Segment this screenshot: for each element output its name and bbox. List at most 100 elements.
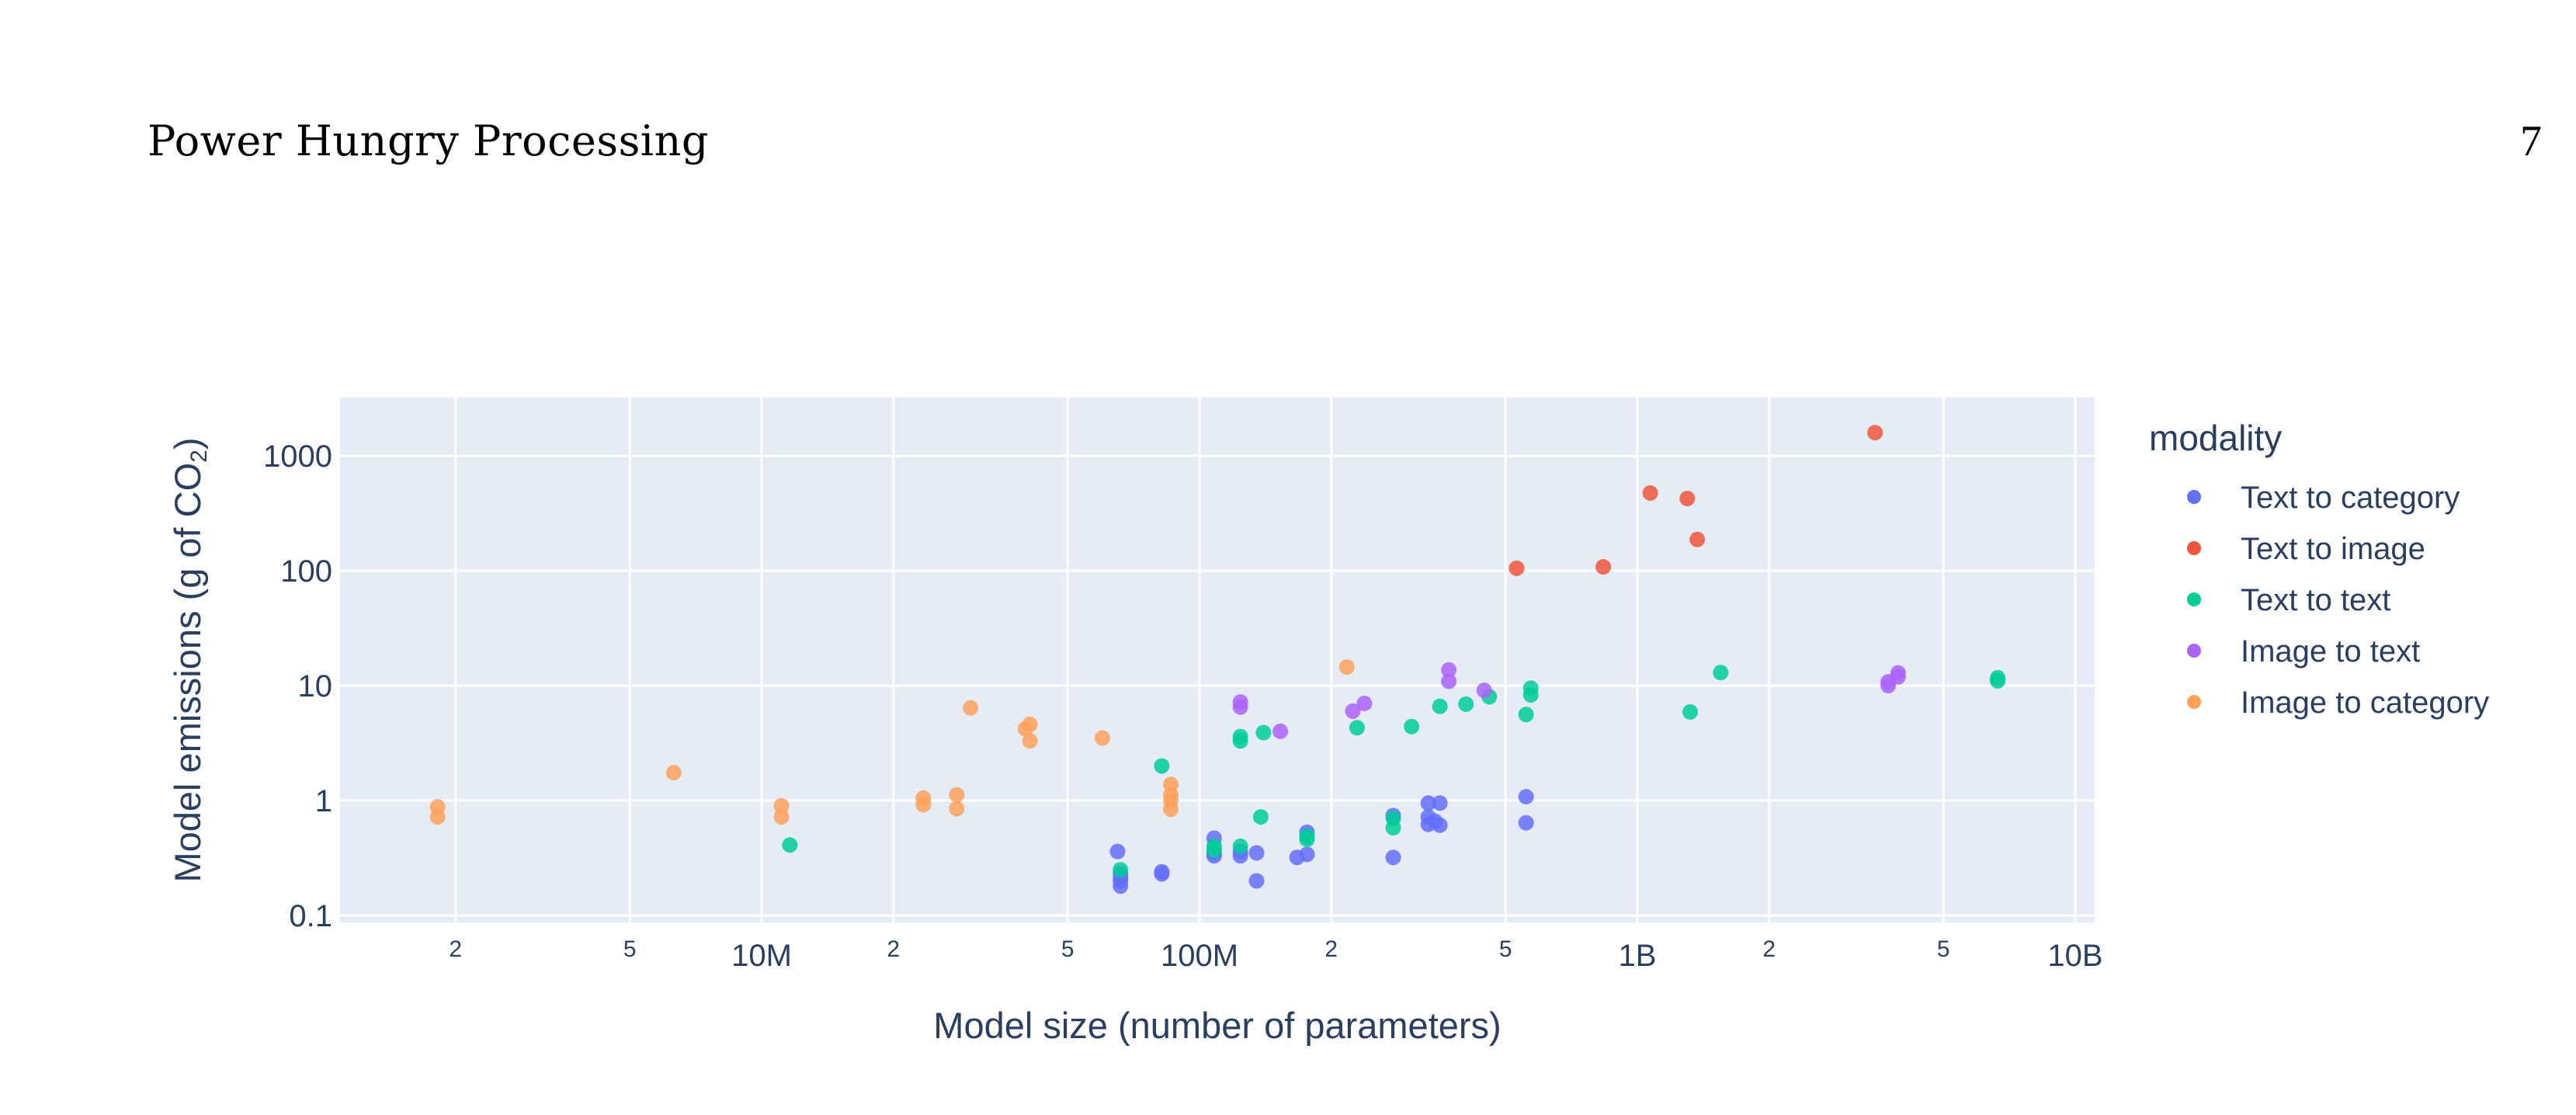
y-tick-label: 0.1 bbox=[289, 899, 332, 933]
data-point bbox=[1385, 849, 1401, 866]
x-tick-label: 100M bbox=[1161, 939, 1238, 973]
legend-title: modality bbox=[2149, 418, 2282, 458]
data-point bbox=[915, 797, 932, 813]
data-point bbox=[1206, 842, 1222, 858]
legend: modality Text to category Text to image Te… bbox=[2149, 418, 2489, 720]
page-number: 7 bbox=[2520, 117, 2542, 165]
legend-label: Text to text bbox=[2241, 583, 2390, 617]
legend-item[interactable]: Text to image bbox=[2187, 532, 2425, 566]
x-tick-label: 2 bbox=[1762, 936, 1776, 962]
data-point bbox=[1113, 862, 1129, 878]
data-point bbox=[1713, 665, 1729, 681]
data-point bbox=[782, 837, 798, 853]
data-point bbox=[1338, 659, 1355, 676]
data-point bbox=[1679, 490, 1696, 506]
data-point bbox=[1154, 758, 1170, 774]
x-tick-label: 5 bbox=[623, 936, 637, 962]
y-tick-label: 100 bbox=[280, 554, 332, 589]
data-point bbox=[1154, 863, 1170, 880]
x-tick-label: 2 bbox=[1324, 936, 1338, 962]
y-axis-tick-labels: 0.1 1 10 100 1000 bbox=[263, 439, 332, 933]
data-point bbox=[949, 787, 965, 803]
data-point bbox=[949, 801, 965, 817]
y-axis-title: Model emissions (g of CO2) bbox=[167, 437, 212, 882]
data-point bbox=[1990, 672, 2006, 689]
data-point bbox=[1252, 809, 1269, 825]
data-point bbox=[1427, 813, 1443, 829]
y-axis-title-end: ) bbox=[167, 437, 208, 450]
legend-item[interactable]: Text to text bbox=[2187, 583, 2390, 617]
data-point bbox=[1441, 673, 1457, 689]
legend-marker-icon bbox=[2187, 695, 2201, 709]
data-point bbox=[963, 700, 979, 716]
series-image-to-text bbox=[1232, 662, 1906, 739]
data-point bbox=[773, 809, 790, 825]
series-text-to-text bbox=[782, 665, 2006, 878]
series-image-to-category bbox=[429, 659, 1355, 825]
x-tick-label: 2 bbox=[887, 936, 900, 962]
data-point bbox=[1356, 695, 1373, 711]
data-point bbox=[1458, 696, 1474, 712]
y-gridlines bbox=[340, 454, 2095, 917]
x-axis-title: Model size (number of parameters) bbox=[933, 1005, 1501, 1046]
legend-item[interactable]: Text to category bbox=[2187, 481, 2460, 515]
legend-marker-icon bbox=[2187, 592, 2201, 606]
legend-marker-icon bbox=[2187, 490, 2201, 504]
data-point bbox=[1385, 820, 1401, 836]
data-point bbox=[773, 797, 790, 814]
legend-label: Text to image bbox=[2241, 532, 2425, 566]
data-point bbox=[1299, 846, 1315, 863]
data-point bbox=[1518, 707, 1534, 723]
data-point bbox=[1248, 873, 1265, 889]
data-point bbox=[1299, 831, 1315, 847]
y-tick-label: 1 bbox=[315, 784, 332, 818]
x-gridlines bbox=[454, 398, 2077, 922]
data-point bbox=[1248, 845, 1265, 861]
data-point bbox=[1022, 716, 1038, 732]
x-tick-label: 5 bbox=[1937, 936, 1950, 962]
data-point bbox=[1522, 686, 1539, 703]
data-point bbox=[1272, 723, 1289, 739]
data-point bbox=[1432, 795, 1448, 811]
legend-item[interactable]: Image to category bbox=[2187, 686, 2489, 720]
data-point bbox=[1518, 815, 1534, 831]
data-point bbox=[1163, 801, 1179, 818]
data-point bbox=[1404, 718, 1420, 735]
data-point bbox=[1518, 789, 1534, 805]
data-point bbox=[1890, 669, 1906, 685]
data-point bbox=[1420, 795, 1436, 811]
y-axis-title-subscript: 2 bbox=[186, 450, 212, 463]
data-point bbox=[1232, 694, 1248, 710]
data-point bbox=[1867, 425, 1883, 441]
data-point bbox=[1595, 559, 1612, 575]
running-head-title: Power Hungry Processing bbox=[148, 116, 709, 165]
data-points bbox=[429, 425, 2006, 894]
data-point bbox=[665, 765, 682, 781]
legend-item[interactable]: Image to text bbox=[2187, 634, 2420, 669]
data-point bbox=[1094, 730, 1110, 746]
data-point bbox=[1689, 531, 1706, 547]
series-text-to-image bbox=[1508, 425, 1883, 576]
x-axis-tick-labels: 2 5 10M 2 5 100M 2 5 1B 2 5 10B bbox=[449, 936, 2102, 973]
x-tick-label: 5 bbox=[1499, 936, 1512, 962]
data-point bbox=[1682, 703, 1699, 720]
data-point bbox=[1109, 843, 1126, 860]
y-tick-label: 1000 bbox=[263, 439, 332, 474]
data-point bbox=[1476, 683, 1492, 699]
legend-label: Image to text bbox=[2241, 634, 2420, 669]
data-point bbox=[1345, 703, 1361, 719]
data-point bbox=[1232, 733, 1248, 749]
data-point bbox=[1508, 560, 1525, 576]
legend-marker-icon bbox=[2187, 541, 2201, 555]
x-tick-label: 1B bbox=[1619, 939, 1657, 973]
data-point bbox=[1642, 485, 1658, 501]
y-tick-label: 10 bbox=[298, 669, 333, 703]
data-point bbox=[1255, 724, 1272, 741]
legend-label: Text to category bbox=[2241, 481, 2460, 515]
data-point bbox=[1022, 733, 1038, 749]
legend-label: Image to category bbox=[2241, 686, 2489, 720]
legend-marker-icon bbox=[2187, 644, 2201, 658]
data-point bbox=[1349, 720, 1365, 736]
x-tick-label: 10M bbox=[731, 939, 792, 973]
data-point bbox=[1232, 838, 1248, 854]
